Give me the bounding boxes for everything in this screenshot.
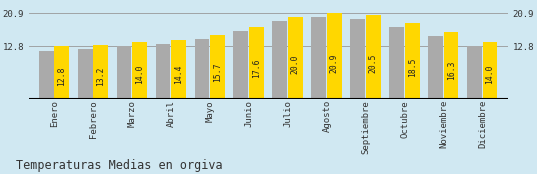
Bar: [444, 32, 459, 99]
Bar: [311, 17, 326, 99]
Bar: [249, 27, 264, 99]
Text: 14.4: 14.4: [174, 64, 183, 84]
Text: 15.7: 15.7: [213, 62, 222, 82]
Bar: [234, 31, 248, 99]
Bar: [93, 45, 108, 99]
Bar: [366, 15, 381, 99]
Text: 12.8: 12.8: [57, 67, 67, 86]
Text: 17.6: 17.6: [252, 59, 261, 78]
Text: 16.3: 16.3: [447, 61, 455, 81]
Bar: [54, 46, 69, 99]
Bar: [272, 21, 287, 99]
Bar: [194, 39, 209, 99]
Bar: [78, 49, 92, 99]
Text: 20.5: 20.5: [369, 54, 378, 73]
Bar: [288, 17, 303, 99]
Text: 18.5: 18.5: [408, 57, 417, 77]
Bar: [117, 46, 132, 99]
Bar: [350, 19, 365, 99]
Text: Temperaturas Medias en orgiva: Temperaturas Medias en orgiva: [16, 159, 223, 172]
Text: 13.2: 13.2: [96, 66, 105, 86]
Bar: [483, 42, 497, 99]
Bar: [405, 23, 419, 99]
Bar: [132, 42, 147, 99]
Text: 14.0: 14.0: [135, 65, 144, 84]
Bar: [171, 40, 186, 99]
Bar: [156, 44, 170, 99]
Bar: [389, 27, 404, 99]
Text: 20.9: 20.9: [330, 53, 339, 73]
Bar: [327, 13, 342, 99]
Bar: [210, 35, 225, 99]
Bar: [39, 50, 54, 99]
Text: 14.0: 14.0: [485, 65, 495, 84]
Text: 20.0: 20.0: [291, 55, 300, 74]
Bar: [428, 36, 443, 99]
Bar: [467, 46, 482, 99]
